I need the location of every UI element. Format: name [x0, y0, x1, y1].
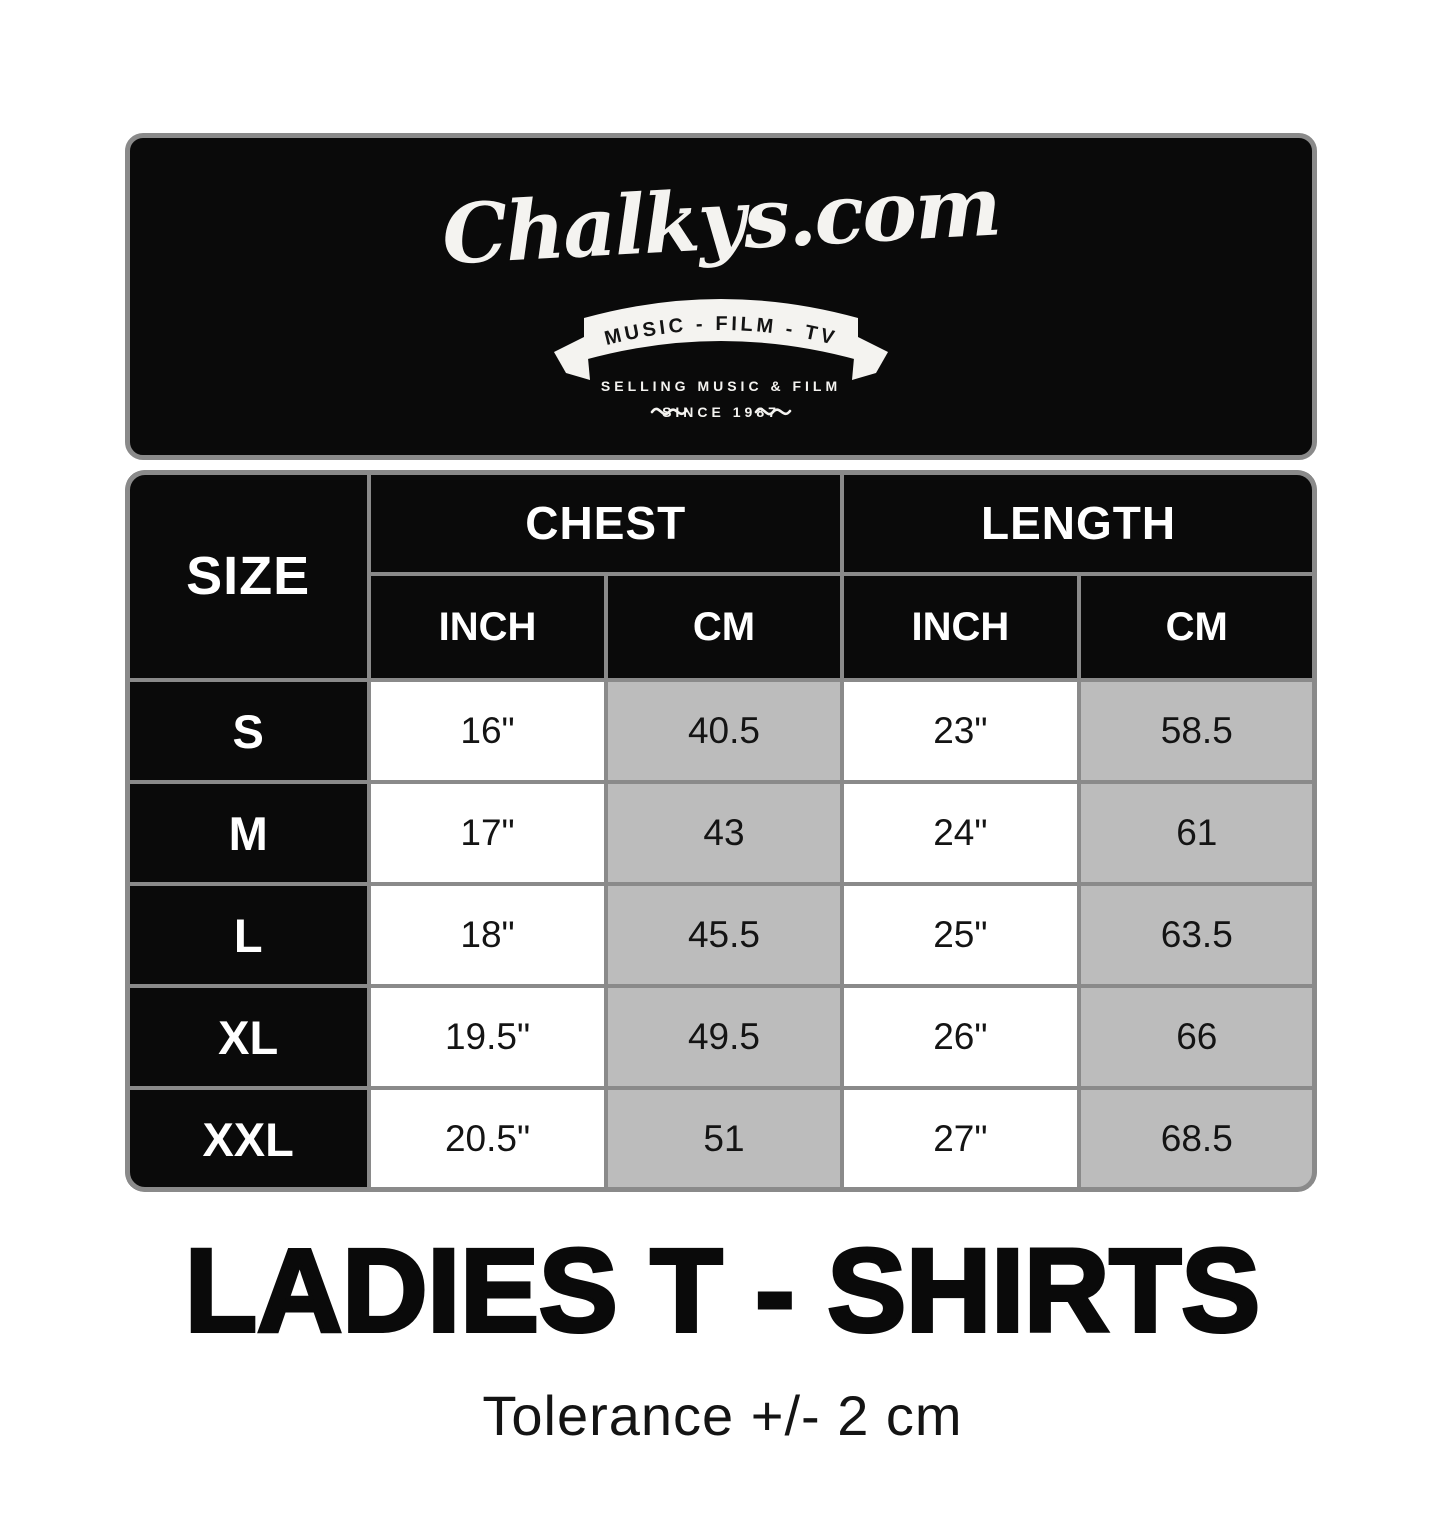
flourish-right-icon: [754, 407, 792, 416]
ribbon-tail-right-icon: [852, 336, 888, 381]
length-inch-value: 23": [840, 678, 1081, 784]
length-cm-header: CM: [1076, 572, 1317, 682]
length-inch-value: 25": [840, 882, 1081, 988]
length-group-header: LENGTH: [840, 470, 1317, 576]
chest-inch-value: 19.5": [367, 984, 608, 1090]
length-cm-value: 68.5: [1076, 1086, 1317, 1192]
table-row-m: M 17" 43 24" 61: [125, 780, 1317, 886]
size-label: L: [125, 882, 372, 988]
length-inch-value: 27": [840, 1086, 1081, 1192]
table-row-xl: XL 19.5" 49.5 26" 66: [125, 984, 1317, 1090]
length-inch-value: 26": [840, 984, 1081, 1090]
size-label: XXL: [125, 1086, 372, 1192]
chest-inch-value: 16": [367, 678, 608, 784]
since-text: SINCE 1987: [662, 404, 780, 420]
length-cm-value: 58.5: [1076, 678, 1317, 784]
size-label: XL: [125, 984, 372, 1090]
size-label: S: [125, 678, 372, 784]
chest-inch-header: INCH: [367, 572, 608, 682]
logo-box: Chalkys.com MUSIC - FILM - TV SELLING MU…: [125, 133, 1317, 460]
chest-cm-header: CM: [603, 572, 845, 682]
length-inch-value: 24": [840, 780, 1081, 886]
length-cm-value: 61: [1076, 780, 1317, 886]
chest-group-header: CHEST: [367, 470, 845, 576]
chest-cm-value: 49.5: [603, 984, 845, 1090]
length-inch-header: INCH: [840, 572, 1081, 682]
size-table: SIZE CHEST LENGTH INCH CM INCH CM S 16" …: [125, 470, 1317, 1192]
ribbon-banner: MUSIC - FILM - TV SELLING MUSIC & FILM S…: [554, 299, 888, 420]
table-row-xxl: XXL 20.5" 51 27" 68.5: [125, 1086, 1317, 1192]
size-table-container: SIZE CHEST LENGTH INCH CM INCH CM S 16" …: [125, 470, 1317, 1192]
tolerance-note: Tolerance +/- 2 cm: [482, 1384, 963, 1447]
length-cm-value: 66: [1076, 984, 1317, 1090]
ribbon-band-icon: [584, 299, 858, 361]
table-row-s: S 16" 40.5 23" 58.5: [125, 678, 1317, 784]
chest-cm-value: 43: [603, 780, 845, 886]
chest-inch-value: 20.5": [367, 1086, 608, 1192]
chest-cm-value: 45.5: [603, 882, 845, 988]
chest-inch-value: 17": [367, 780, 608, 886]
size-column-header: SIZE: [125, 470, 372, 682]
ribbon-tail-left-icon: [554, 336, 590, 381]
tagline-text: SELLING MUSIC & FILM: [601, 378, 841, 394]
brand-logo: Chalkys.com: [439, 158, 1002, 284]
page-title: LADIES T - SHIRTS: [183, 1225, 1262, 1357]
length-cm-value: 63.5: [1076, 882, 1317, 988]
chest-cm-value: 51: [603, 1086, 845, 1192]
size-label: M: [125, 780, 372, 886]
flourish-left-icon: [650, 407, 688, 416]
table-row-l: L 18" 45.5 25" 63.5: [125, 882, 1317, 988]
chest-inch-value: 18": [367, 882, 608, 988]
chest-cm-value: 40.5: [603, 678, 845, 784]
